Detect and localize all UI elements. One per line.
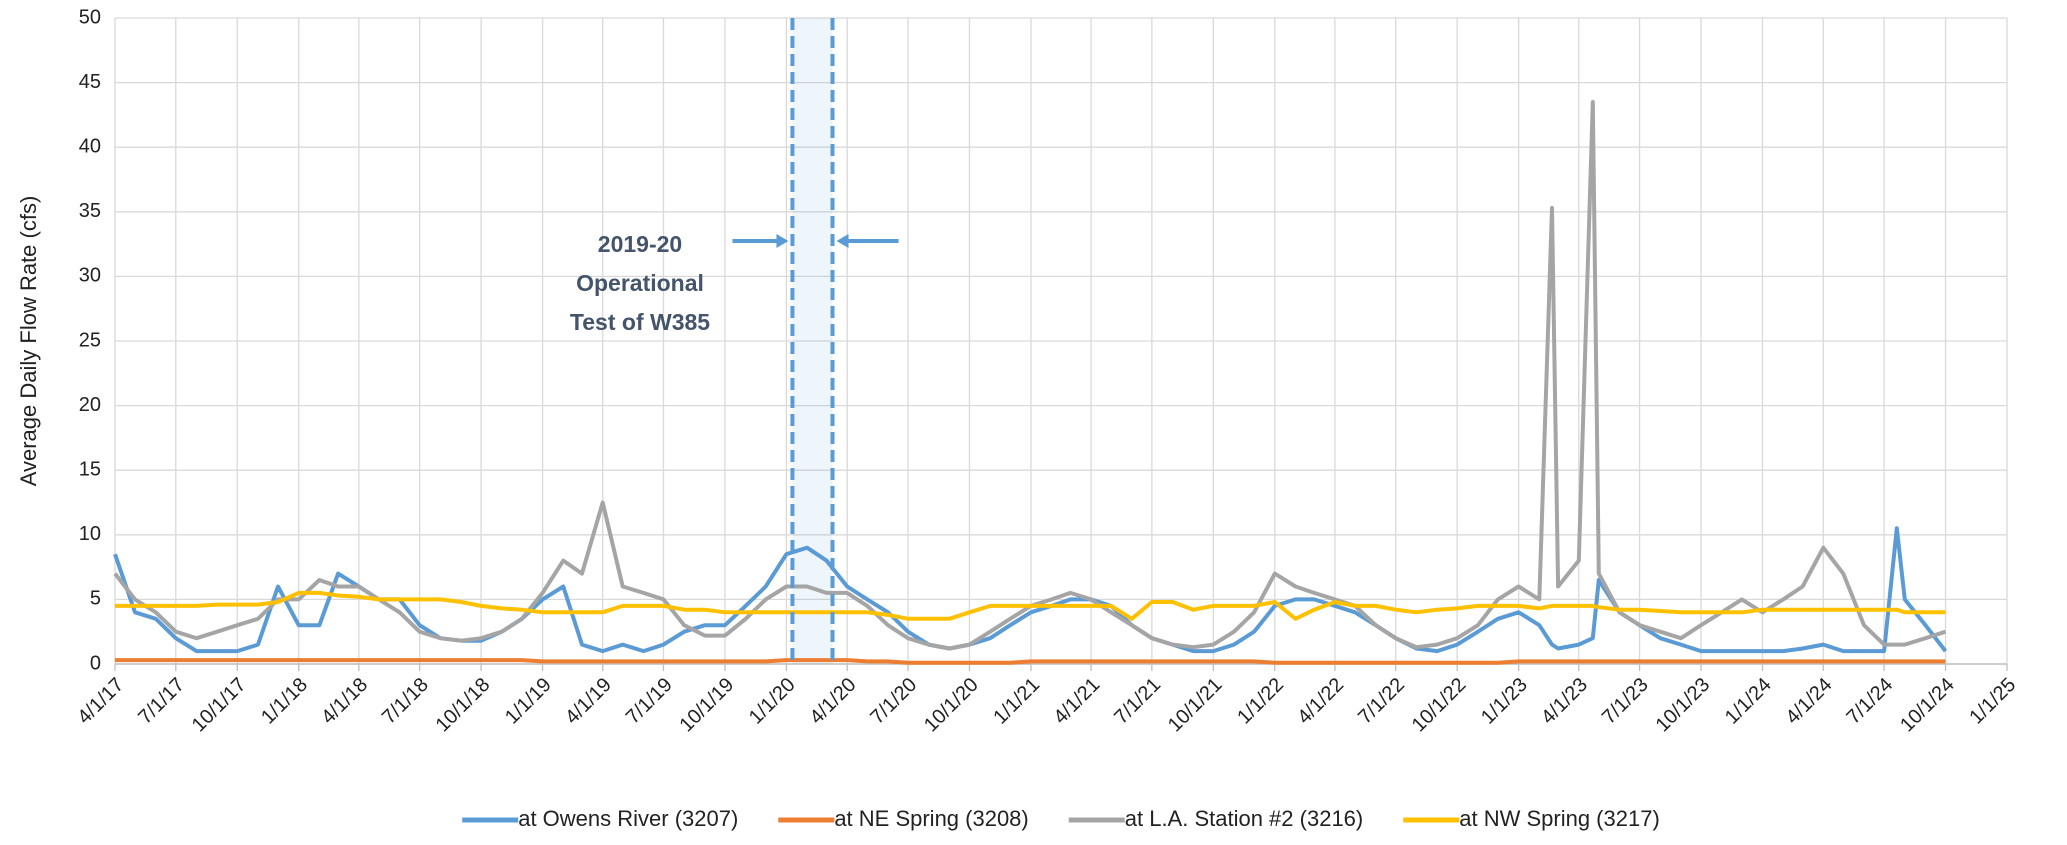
x-tick-label: 10/1/17 bbox=[188, 674, 251, 737]
legend: at Owens River (3207) at NE Spring (3208)… bbox=[462, 806, 1660, 831]
x-tick-label: 10/1/19 bbox=[675, 674, 738, 737]
y-tick-label: 35 bbox=[79, 200, 101, 222]
series-line bbox=[115, 658, 1946, 665]
y-tick-label: 50 bbox=[79, 6, 101, 28]
x-tick-label: 1/1/25 bbox=[1965, 674, 2020, 729]
x-tick-label: 7/1/24 bbox=[1842, 674, 1897, 729]
x-tick-label: 4/1/22 bbox=[1293, 674, 1348, 729]
x-tick-label: 1/1/18 bbox=[257, 674, 312, 729]
series-line bbox=[113, 526, 1948, 654]
x-tick-label: 1/1/21 bbox=[989, 674, 1044, 729]
x-tick-label: 10/1/23 bbox=[1652, 674, 1715, 737]
series-line bbox=[115, 590, 1946, 621]
x-tick-label: 4/1/19 bbox=[561, 674, 616, 729]
x-tick-label: 4/1/18 bbox=[317, 674, 372, 729]
x-tick-label: 1/1/19 bbox=[501, 674, 556, 729]
arrow-head bbox=[836, 234, 849, 248]
y-tick-label: 25 bbox=[79, 329, 101, 351]
y-tick-label: 20 bbox=[79, 394, 101, 416]
y-tick-label: 15 bbox=[79, 458, 101, 480]
x-tick-label: 7/1/18 bbox=[378, 674, 433, 729]
y-tick-label: 30 bbox=[79, 265, 101, 287]
y-tick-label: 5 bbox=[90, 588, 101, 610]
x-tick-label: 7/1/17 bbox=[134, 674, 189, 729]
annotation-text: Test of W385 bbox=[570, 309, 710, 335]
x-tick-label: 10/1/22 bbox=[1408, 674, 1471, 737]
legend-label: at L.A. Station #2 (3216) bbox=[1125, 806, 1364, 831]
legend-label: at NW Spring (3217) bbox=[1459, 806, 1660, 831]
y-tick-label: 10 bbox=[79, 523, 101, 545]
x-tick-label: 4/1/17 bbox=[73, 674, 128, 729]
y-tick-label: 45 bbox=[79, 71, 101, 93]
y-axis-title: Average Daily Flow Rate (cfs) bbox=[16, 196, 41, 487]
x-tick-label: 4/1/20 bbox=[806, 674, 861, 729]
annotation-band bbox=[792, 18, 833, 664]
x-tick-label: 4/1/23 bbox=[1537, 674, 1592, 729]
x-tick-label: 10/1/21 bbox=[1164, 674, 1227, 737]
series-line bbox=[113, 100, 1947, 651]
annotation-text: Operational bbox=[576, 270, 704, 296]
x-tick-label: 1/1/20 bbox=[745, 674, 800, 729]
y-tick-label: 40 bbox=[79, 135, 101, 157]
x-tick-label: 1/1/24 bbox=[1721, 674, 1776, 729]
x-tick-label: 4/1/21 bbox=[1049, 674, 1104, 729]
arrow-head bbox=[776, 234, 789, 248]
y-tick-label: 0 bbox=[90, 652, 101, 674]
x-tick-label: 1/1/23 bbox=[1477, 674, 1532, 729]
x-tick-label: 7/1/19 bbox=[622, 674, 677, 729]
x-tick-label: 7/1/23 bbox=[1598, 674, 1653, 729]
x-tick-label: 4/1/24 bbox=[1782, 674, 1837, 729]
x-tick-label: 10/1/20 bbox=[920, 674, 983, 737]
x-tick-label: 1/1/22 bbox=[1233, 674, 1288, 729]
x-tick-label: 10/1/24 bbox=[1896, 674, 1959, 737]
legend-label: at Owens River (3207) bbox=[518, 806, 738, 831]
annotation-text: 2019-20 bbox=[598, 231, 682, 257]
x-tick-label: 7/1/21 bbox=[1110, 674, 1165, 729]
legend-label: at NE Spring (3208) bbox=[834, 806, 1028, 831]
x-tick-label: 10/1/18 bbox=[432, 674, 495, 737]
x-tick-label: 7/1/20 bbox=[866, 674, 921, 729]
x-tick-label: 7/1/22 bbox=[1354, 674, 1409, 729]
